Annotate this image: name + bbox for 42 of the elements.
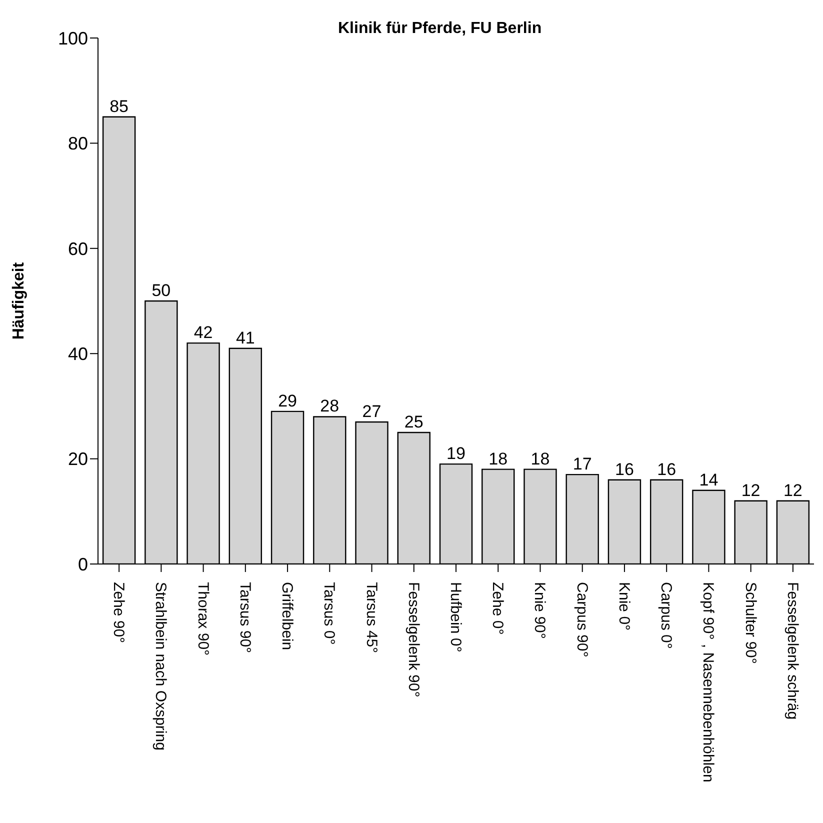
data-label: 28 <box>320 396 340 416</box>
data-label: 18 <box>488 449 508 468</box>
y-tick-label: 0 <box>78 554 88 574</box>
x-tick-label: Tarsus 45° <box>362 582 380 654</box>
data-label: 17 <box>572 454 592 474</box>
x-tick-label: Knie 90° <box>531 582 548 639</box>
data-label: 41 <box>236 328 255 348</box>
data-label: 50 <box>152 281 171 300</box>
x-tick-label: Carpus 90° <box>573 582 590 658</box>
x-tick-label: Hufbein 0° <box>447 582 464 652</box>
data-label: 18 <box>530 449 550 468</box>
x-tick-label: Knie 0° <box>615 582 632 631</box>
y-tick-label: 40 <box>68 344 88 364</box>
x-tick-label: Fesselgelenk schräg <box>784 582 801 720</box>
data-label: 12 <box>741 480 760 500</box>
x-tick-label: Carpus 0° <box>658 582 675 649</box>
x-tick-label: Thorax 90° <box>194 582 212 656</box>
data-label: 16 <box>615 460 634 479</box>
y-axis-title: Häufigkeit <box>10 262 28 340</box>
data-label: 12 <box>783 480 802 500</box>
data-label: 29 <box>278 391 297 410</box>
y-tick-label: 60 <box>68 238 88 259</box>
data-label: 85 <box>110 96 129 116</box>
x-tick-label: Strahlbein nach Oxspring <box>152 582 170 750</box>
data-label: 16 <box>657 460 676 479</box>
data-label: 14 <box>699 470 718 490</box>
y-tick-label: 100 <box>58 28 88 48</box>
x-tick-label: Kopf 90° , Nasennebenhöhlen <box>700 582 717 782</box>
x-tick-label: Fesselgelenk 90° <box>404 582 422 698</box>
data-label: 19 <box>446 444 466 464</box>
data-label: 27 <box>362 402 382 421</box>
y-tick-label: 20 <box>68 449 88 470</box>
x-tick-label: Zehe 0° <box>489 582 506 635</box>
x-tick-label: Schulter 90° <box>742 582 759 664</box>
chart-title: Klinik für Pferde, FU Berlin <box>338 20 542 38</box>
data-label: 42 <box>194 323 213 342</box>
x-tick-label: Tarsus 90° <box>236 582 254 654</box>
x-tick-label: Griffelbein <box>278 582 296 650</box>
data-label: 25 <box>404 412 424 432</box>
x-tick-label: Tarsus 0° <box>320 582 338 645</box>
y-tick-label: 80 <box>68 134 88 154</box>
x-tick-label: Zehe 90° <box>110 582 128 644</box>
